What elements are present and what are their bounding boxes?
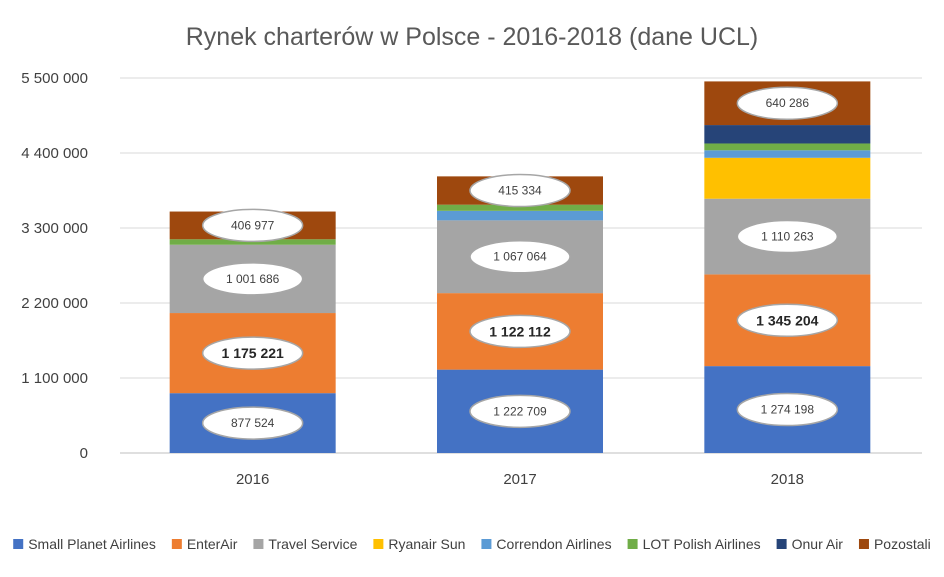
data-label-text: 406 977 xyxy=(231,218,275,232)
data-label-text: 1 222 709 xyxy=(493,404,547,418)
data-label: 1 001 686 xyxy=(201,262,304,296)
legend-swatch xyxy=(481,539,492,549)
x-tick-label: 2018 xyxy=(771,471,804,488)
data-label-text: 1 175 221 xyxy=(222,345,284,361)
data-label-text: 1 001 686 xyxy=(226,272,280,286)
data-label: 1 222 709 xyxy=(469,394,571,429)
data-label: 1 067 064 xyxy=(469,239,571,274)
data-label-text: 415 334 xyxy=(498,184,542,198)
data-label-bubble xyxy=(736,219,839,254)
data-label: 1 345 204 xyxy=(736,303,839,338)
data-label-text: 1 110 263 xyxy=(761,230,814,244)
data-label-text: 1 274 198 xyxy=(761,403,815,417)
data-label-bubble xyxy=(201,336,304,370)
legend-swatch xyxy=(253,539,264,549)
legend-swatch xyxy=(627,539,638,549)
data-label: 1 274 198 xyxy=(736,392,839,427)
data-label-bubble xyxy=(736,303,839,338)
y-tick-label: 5 500 000 xyxy=(21,70,88,87)
data-label: 406 977 xyxy=(201,208,304,243)
y-axis: 0 1 100 000 2 200 000 3 300 000 4 400 000 5 5… xyxy=(21,70,88,462)
x-tick-label: 2017 xyxy=(503,471,536,488)
y-tick-label: 3 300 000 xyxy=(21,220,88,237)
data-label: 1 110 263 xyxy=(736,219,839,254)
legend-label: EnterAir xyxy=(187,536,238,552)
legend-label: Onur Air xyxy=(792,536,844,552)
legend-item: Travel Service xyxy=(253,536,358,552)
legend-item: Onur Air xyxy=(776,536,844,552)
data-label-bubble xyxy=(201,262,304,296)
data-label-bubble xyxy=(469,314,571,349)
data-label: 877 524 xyxy=(201,406,304,440)
legend-item: Pozostali xyxy=(858,536,931,552)
y-tick-label: 1 100 000 xyxy=(21,370,88,387)
bar-segment xyxy=(704,125,871,144)
legend-item: Small Planet Airlines xyxy=(13,536,156,552)
x-tick-label: 2016 xyxy=(236,471,269,488)
bar-segment xyxy=(437,210,603,221)
legend-item: Correndon Airlines xyxy=(481,536,612,552)
legend-swatch xyxy=(858,539,869,549)
bar-segment xyxy=(704,150,871,158)
y-tick-label: 2 200 000 xyxy=(21,295,88,312)
legend-swatch xyxy=(776,539,787,549)
legend-label: Pozostali xyxy=(874,536,931,552)
data-label: 415 334 xyxy=(469,173,571,208)
legend-swatch xyxy=(13,539,24,549)
chart-title: Rynek charterów w Polsce - 2016-2018 (da… xyxy=(186,23,759,51)
data-label-text: 1 067 064 xyxy=(493,250,547,264)
legend-swatch xyxy=(373,539,384,549)
bar-segment xyxy=(437,204,603,211)
legend-label: Ryanair Sun xyxy=(388,536,465,552)
data-label-text: 1 345 204 xyxy=(756,312,818,328)
y-tick-label: 4 400 000 xyxy=(21,145,88,162)
legend-swatch xyxy=(171,539,182,549)
legend-item: Ryanair Sun xyxy=(373,536,465,552)
data-label: 1 122 112 xyxy=(469,314,571,349)
legend: Small Planet Airlines EnterAir Travel Serv… xyxy=(13,536,931,552)
y-tick-label: 0 xyxy=(80,445,88,462)
x-axis: 2016 2017 2018 xyxy=(236,471,804,488)
legend-label: Correndon Airlines xyxy=(496,536,611,552)
data-label-text: 640 286 xyxy=(766,96,810,110)
bar-segment xyxy=(704,157,871,199)
data-label-bubble xyxy=(736,86,839,120)
data-label-bubble xyxy=(469,239,571,274)
data-label: 640 286 xyxy=(736,86,839,120)
legend-label: LOT Polish Airlines xyxy=(643,536,761,552)
legend-item: EnterAir xyxy=(171,536,238,552)
data-label-text: 1 122 112 xyxy=(489,323,551,339)
data-label-bubble xyxy=(736,392,839,427)
data-label: 1 175 221 xyxy=(201,336,304,370)
data-label-bubble xyxy=(201,208,304,243)
legend-label: Small Planet Airlines xyxy=(28,536,156,552)
data-label-bubble xyxy=(469,394,571,429)
data-label-bubble xyxy=(201,406,304,440)
bars: 877 524 1 175 221 1 001 686 406 977 1 222 70… xyxy=(169,81,871,453)
data-label-bubble xyxy=(469,173,571,208)
data-label-text: 877 524 xyxy=(231,416,275,430)
bar-segment xyxy=(704,143,871,151)
legend-label: Travel Service xyxy=(268,536,357,552)
legend-item: LOT Polish Airlines xyxy=(627,536,761,552)
